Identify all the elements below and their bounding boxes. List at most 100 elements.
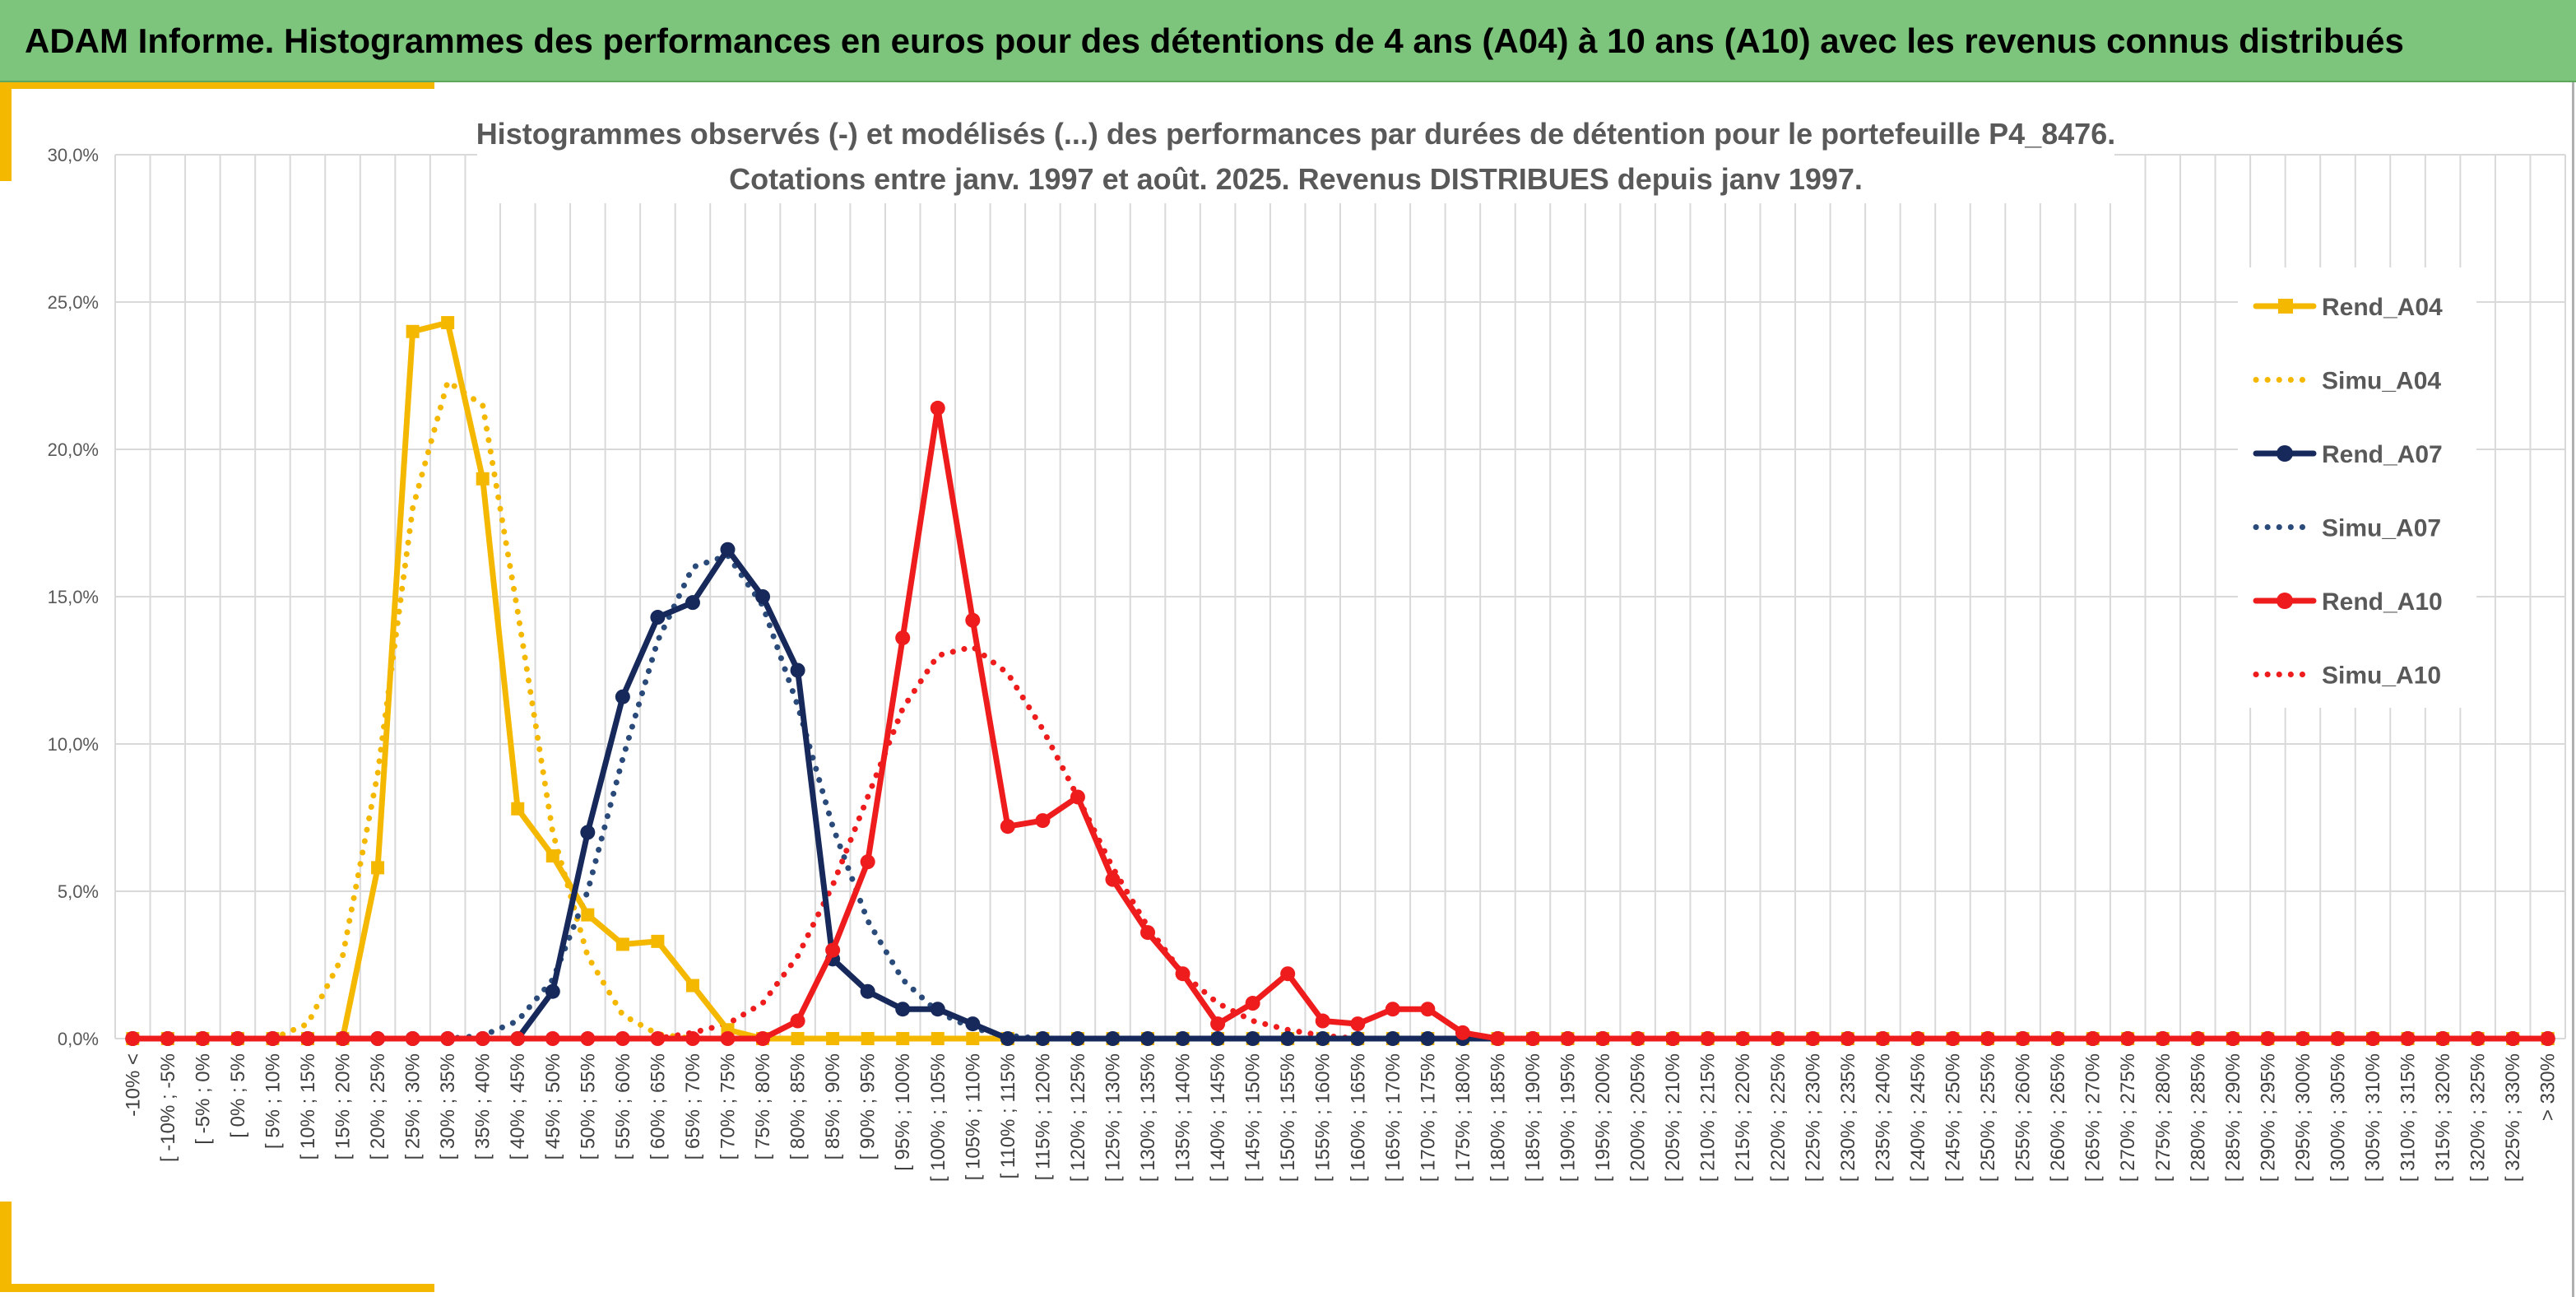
data-point: [1280, 1031, 1296, 1046]
y-tick-label: 10,0%: [48, 734, 99, 755]
data-point: [1175, 966, 1191, 982]
data-point: [195, 1031, 211, 1046]
data-point: [1070, 789, 1085, 805]
data-point: [265, 1031, 281, 1046]
chart-title-line-1: Histogrammes observés (-) et modélisés (…: [476, 117, 2116, 151]
x-tick-label: [ 165% ; 170%: [1382, 1053, 1404, 1182]
x-tick-label: [ 125% ; 130%: [1102, 1053, 1124, 1182]
data-point: [160, 1031, 175, 1046]
legend-background: [2238, 267, 2476, 708]
data-point: [1280, 966, 1296, 982]
data-point: [615, 937, 629, 951]
x-tick-label: [ 140% ; 145%: [1207, 1053, 1229, 1182]
data-point: [2260, 1031, 2276, 1046]
data-point: [2365, 1031, 2381, 1046]
data-point: [930, 1002, 945, 1017]
data-point: [1560, 1031, 1576, 1046]
x-tick-label: [ 130% ; 135%: [1137, 1053, 1159, 1182]
x-tick-label: [ 180% ; 185%: [1487, 1053, 1509, 1182]
chart-title-line-2: Cotations entre janv. 1997 et août. 2025…: [729, 162, 1863, 196]
data-point: [2015, 1031, 2031, 1046]
data-point: [371, 861, 385, 875]
data-point: [335, 1031, 350, 1046]
data-point: [720, 1031, 736, 1046]
data-point: [2225, 1031, 2240, 1046]
x-tick-label: [ 240% ; 245%: [1907, 1053, 1929, 1182]
chart-title: Histogrammes observés (-) et modélisés (…: [476, 103, 2116, 203]
data-point: [1490, 1031, 1506, 1046]
legend-label: Rend_A07: [2322, 441, 2443, 468]
accent-bar-top-left: [0, 82, 12, 181]
data-point: [1805, 1031, 1821, 1046]
data-point: [1140, 925, 1156, 941]
data-point: [650, 1031, 666, 1046]
data-point: [1245, 996, 1260, 1011]
y-tick-label: 30,0%: [48, 145, 99, 165]
x-tick-label: [ 325% ; 330%: [2502, 1053, 2524, 1182]
x-tick-label: [ 320% ; 325%: [2467, 1053, 2490, 1182]
data-point: [1175, 1031, 1191, 1046]
data-point: [790, 662, 805, 678]
page-header: ADAM Informe. Histogrammes des performan…: [0, 0, 2576, 82]
x-tick-label: [ 105% ; 110%: [962, 1053, 984, 1180]
x-tick-label: [ 170% ; 175%: [1417, 1053, 1439, 1182]
x-tick-label: [ -5% ; 0%: [192, 1053, 214, 1145]
x-tick-label: [ 110% ; 115%: [997, 1053, 1019, 1179]
data-point: [895, 630, 911, 646]
x-tick-label: [ 280% ; 285%: [2187, 1053, 2209, 1182]
data-point: [580, 1031, 596, 1046]
x-tick-label: [ 255% ; 260%: [2012, 1053, 2035, 1182]
data-point: [965, 612, 981, 628]
data-point: [2330, 1031, 2346, 1046]
data-point: [1525, 1031, 1540, 1046]
data-point: [580, 825, 596, 840]
data-point: [860, 854, 875, 870]
x-tick-label: [ 190% ; 195%: [1557, 1053, 1580, 1182]
data-point: [826, 1032, 840, 1045]
x-tick-label: [ 205% ; 210%: [1662, 1053, 1684, 1182]
data-point: [1630, 1031, 1645, 1046]
data-point: [966, 1032, 980, 1045]
data-point: [615, 689, 630, 704]
data-point: [2505, 1031, 2521, 1046]
data-point: [755, 1031, 771, 1046]
legend-entry: Simu_A04: [2253, 368, 2441, 395]
data-point: [1700, 1031, 1715, 1046]
x-tick-label: [ 30% ; 35%: [437, 1053, 459, 1160]
data-point: [441, 316, 455, 330]
x-tick-label: [ 290% ; 295%: [2257, 1053, 2279, 1182]
y-tick-label: 25,0%: [48, 292, 99, 313]
data-point: [615, 1031, 630, 1046]
data-point: [511, 802, 525, 816]
data-point: [1420, 1002, 1436, 1017]
data-point: [1385, 1031, 1400, 1046]
y-tick-label: 5,0%: [58, 881, 99, 902]
x-tick-label: [ 210% ; 215%: [1697, 1053, 1720, 1182]
data-point: [825, 942, 841, 958]
data-point: [125, 1031, 141, 1046]
chart-legend: Rend_A04 Simu_A04 Rend_A07 Simu_A07 Rend_A10…: [2238, 267, 2476, 708]
x-tick-label: [ 80% ; 85%: [787, 1053, 810, 1160]
legend-label: Simu_A04: [2322, 368, 2441, 395]
data-point: [2085, 1031, 2100, 1046]
data-point: [2470, 1031, 2485, 1046]
data-point: [685, 979, 699, 993]
data-point: [1980, 1031, 1996, 1046]
data-point: [930, 400, 945, 416]
data-point: [2155, 1031, 2170, 1046]
data-point: [1000, 1031, 1015, 1046]
x-tick-label: [ 185% ; 190%: [1522, 1053, 1544, 1182]
x-tick-label: [ 220% ; 225%: [1767, 1053, 1789, 1182]
legend-label: Rend_A10: [2322, 588, 2443, 616]
x-tick-label: [ 155% ; 160%: [1312, 1053, 1334, 1182]
data-point: [1035, 813, 1051, 829]
legend-label: Simu_A07: [2322, 515, 2441, 542]
chart-series: [125, 316, 2555, 1046]
data-point: [2435, 1031, 2451, 1046]
data-point: [1770, 1031, 1785, 1046]
series-Rend_A10: [125, 400, 2555, 1046]
data-point: [440, 1031, 456, 1046]
x-tick-label: [ 35% ; 40%: [472, 1053, 494, 1160]
x-tick-label: [ 120% ; 125%: [1067, 1053, 1089, 1182]
x-tick-label: [ 5% ; 10%: [262, 1053, 284, 1149]
